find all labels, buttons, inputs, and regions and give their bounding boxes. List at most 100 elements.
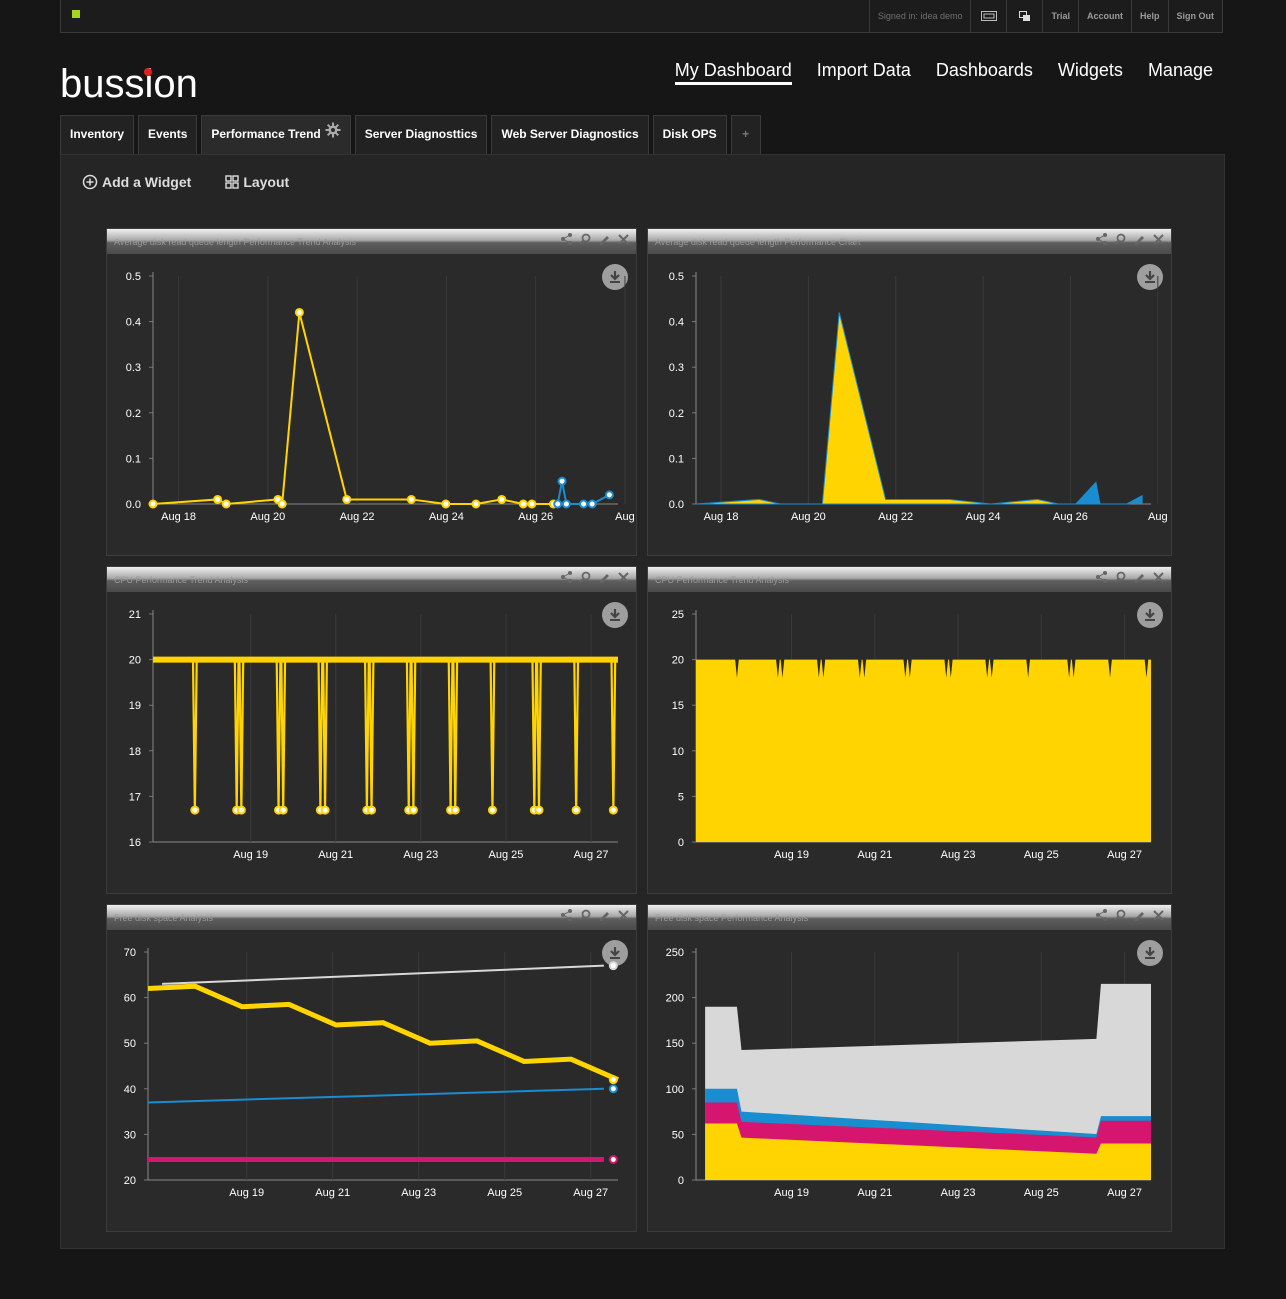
edit-icon[interactable] [1133, 571, 1146, 589]
download-icon[interactable] [602, 602, 628, 628]
grid-icon [225, 175, 240, 189]
widget-header[interactable]: CPU Performance Trend Analysis [107, 567, 636, 592]
y-tick-label: 50 [672, 1129, 684, 1141]
share-icon[interactable] [560, 571, 573, 589]
nav-manage[interactable]: Manage [1147, 60, 1213, 80]
y-tick-label: 0.3 [669, 362, 684, 374]
edit-icon[interactable] [598, 909, 611, 927]
search-icon[interactable] [579, 909, 592, 927]
x-tick-label: Aug 25 [488, 849, 523, 861]
tab-disk-ops[interactable]: Disk OPS [652, 115, 727, 154]
widget-title: CPU Performance Trend Analysis [114, 575, 249, 585]
tab-inventory[interactable]: Inventory [60, 115, 135, 154]
data-point [608, 961, 618, 971]
add-widget-button[interactable]: Add a Widget [82, 174, 191, 190]
widget-header[interactable]: Average disk read queue length Performan… [107, 229, 636, 254]
y-tick-label: 250 [666, 947, 684, 959]
data-point [497, 494, 507, 504]
add-widget-label: Add a Widget [102, 174, 192, 190]
nav-dashboards[interactable]: Dashboards [935, 60, 1033, 80]
widget-tools [560, 233, 630, 251]
sign-out-link[interactable]: Sign Out [1167, 0, 1223, 32]
share-icon[interactable] [1095, 909, 1108, 927]
chart: 21 20 19 18 17 16 Aug 19 Aug 21 Aug 23 Aug 25 Aug … [129, 609, 618, 861]
close-icon[interactable] [617, 233, 630, 251]
x-tick-label: Aug 22 [878, 511, 913, 523]
search-icon[interactable] [579, 233, 592, 251]
close-icon[interactable] [1152, 571, 1165, 589]
share-icon[interactable] [560, 233, 573, 251]
search-icon[interactable] [1114, 571, 1127, 589]
help-link[interactable]: Help [1130, 0, 1168, 32]
line-series [147, 1087, 604, 1104]
close-icon[interactable] [1152, 909, 1165, 927]
widget-header[interactable]: Free disk space Analysis [107, 905, 636, 930]
widget-header[interactable]: Free disk space Performance Analysis [648, 905, 1171, 930]
tab-performance-trend[interactable]: Performance Trend [201, 115, 351, 154]
layout-button[interactable]: Layout [225, 174, 289, 190]
share-icon[interactable] [1095, 233, 1108, 251]
y-tick-label: 0.3 [126, 362, 141, 374]
add-tab-button[interactable]: + [730, 115, 761, 154]
y-tick-label: 70 [124, 947, 136, 959]
x-tick-label: Aug 19 [233, 849, 268, 861]
data-point [604, 490, 614, 500]
close-icon[interactable] [1152, 233, 1165, 251]
data-point [561, 499, 571, 509]
windows-icon[interactable] [1006, 0, 1042, 32]
data-point [534, 805, 544, 815]
nav-import-data[interactable]: Import Data [816, 60, 911, 80]
download-icon[interactable] [602, 940, 628, 966]
line-series [147, 983, 620, 1082]
data-point [367, 805, 377, 815]
y-tick-label: 25 [672, 609, 684, 621]
data-point [571, 805, 581, 815]
y-tick-label: 0.1 [669, 453, 684, 465]
download-icon[interactable] [1137, 602, 1163, 628]
search-icon[interactable] [1114, 909, 1127, 927]
y-tick-label: 20 [129, 655, 141, 667]
account-link[interactable]: Account [1077, 0, 1131, 32]
x-tick-label: Aug 23 [401, 1187, 436, 1199]
fullscreen-icon[interactable] [970, 0, 1006, 32]
search-icon[interactable] [1114, 233, 1127, 251]
widget-tools [1095, 571, 1165, 589]
y-tick-label: 150 [666, 1038, 684, 1050]
close-icon[interactable] [617, 909, 630, 927]
widget-header[interactable]: CPU Performance Trend Analysis [648, 567, 1171, 592]
tab-events[interactable]: Events [138, 115, 198, 154]
y-tick-label: 0.2 [669, 408, 684, 420]
data-point [294, 307, 304, 317]
share-icon[interactable] [560, 909, 573, 927]
logo-text: bussion [60, 62, 198, 106]
trial-link[interactable]: Trial [1042, 0, 1078, 32]
data-point [221, 499, 231, 509]
widget-title: Free disk space Analysis [114, 913, 214, 923]
chart: 0.5 0.4 0.3 0.2 0.1 0.0 Aug 18 Aug 20 Aug 22 Aug … [669, 271, 1168, 523]
close-icon[interactable] [617, 571, 630, 589]
tab-web-server-diagnostics[interactable]: Web Server Diagnostics [491, 115, 649, 154]
edit-icon[interactable] [1133, 909, 1146, 927]
edit-icon[interactable] [598, 233, 611, 251]
download-icon[interactable] [1137, 940, 1163, 966]
widget-tools [1095, 233, 1165, 251]
y-tick-label: 10 [672, 746, 684, 758]
gear-icon[interactable] [325, 116, 341, 153]
download-icon[interactable] [602, 264, 628, 290]
nav-my-dashboard[interactable]: My Dashboard [674, 60, 792, 85]
data-point [190, 805, 200, 815]
search-icon[interactable] [579, 571, 592, 589]
x-tick-label: Aug 27 [1107, 849, 1142, 861]
logo[interactable]: bussion [60, 62, 198, 107]
edit-icon[interactable] [598, 571, 611, 589]
widget-title: Average disk read queue length Performan… [655, 237, 861, 247]
download-icon[interactable] [1137, 264, 1163, 290]
widget-header[interactable]: Average disk read queue length Performan… [648, 229, 1171, 254]
tab-server-diagnostics[interactable]: Server Diagnosttics [354, 115, 488, 154]
data-point [471, 499, 481, 509]
share-icon[interactable] [1095, 571, 1108, 589]
data-point [320, 805, 330, 815]
edit-icon[interactable] [1133, 233, 1146, 251]
x-tick-label: Aug 24 [429, 511, 464, 523]
nav-widgets[interactable]: Widgets [1057, 60, 1123, 80]
